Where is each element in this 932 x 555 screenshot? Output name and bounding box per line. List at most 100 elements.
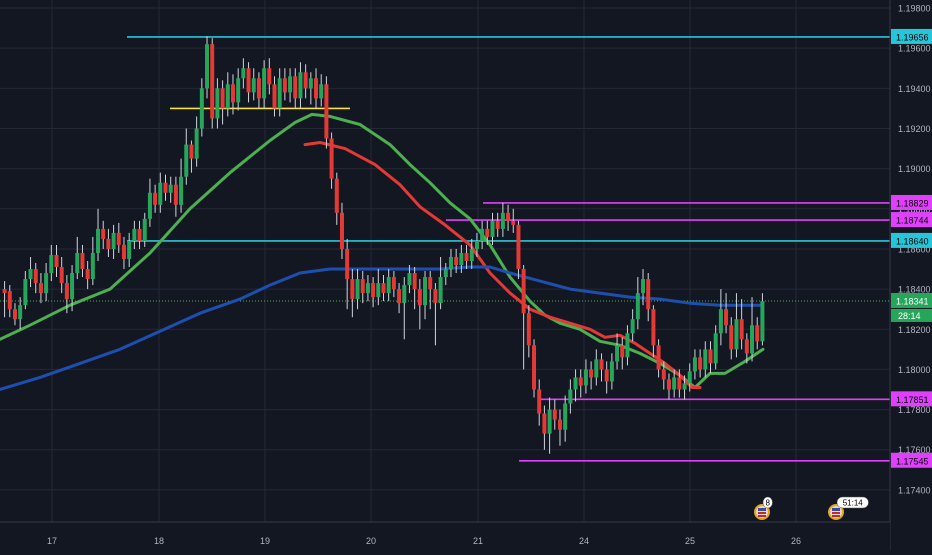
candle-body[interactable] [604, 369, 609, 382]
candle-body[interactable] [220, 88, 225, 109]
candle-body[interactable] [568, 389, 573, 404]
candle-body[interactable] [641, 279, 646, 294]
candle-body[interactable] [96, 228, 101, 253]
candle-body[interactable] [630, 319, 635, 334]
candle-body[interactable] [334, 178, 339, 213]
candle-body[interactable] [38, 283, 43, 294]
candle-body[interactable] [194, 128, 199, 159]
candle-body[interactable] [724, 309, 729, 326]
candle-body[interactable] [635, 293, 640, 320]
candle-body[interactable] [132, 228, 137, 241]
candle-body[interactable] [54, 254, 59, 268]
candle-body[interactable] [127, 240, 132, 259]
candle-body[interactable] [407, 273, 412, 286]
candle-body[interactable] [251, 78, 256, 93]
candle-body[interactable] [542, 413, 547, 434]
candle-body[interactable] [80, 252, 85, 270]
candle-body[interactable] [59, 267, 64, 284]
candle-body[interactable] [760, 301, 765, 342]
candle-body[interactable] [563, 403, 568, 430]
candle-body[interactable] [288, 76, 293, 93]
candle-body[interactable] [44, 273, 49, 294]
candle-body[interactable] [718, 309, 723, 334]
candle-body[interactable] [744, 339, 749, 354]
economic-event-marker[interactable]: 8 [754, 496, 773, 520]
candle-body[interactable] [121, 244, 126, 259]
candle-body[interactable] [70, 273, 75, 300]
candle-body[interactable] [256, 78, 261, 99]
candle-body[interactable] [506, 212, 511, 221]
candle-body[interactable] [402, 285, 407, 304]
candle-body[interactable] [464, 252, 469, 261]
candle-body[interactable] [698, 357, 703, 370]
moving-average-line[interactable] [0, 265, 765, 391]
candle-body[interactable] [319, 84, 324, 99]
candle-body[interactable] [547, 409, 552, 434]
candle-body[interactable] [490, 220, 495, 237]
candle-body[interactable] [677, 377, 682, 390]
candle-body[interactable] [537, 389, 542, 414]
candle-body[interactable] [703, 349, 708, 370]
candle-body[interactable] [495, 220, 500, 229]
candle-body[interactable] [241, 68, 246, 79]
candle-body[interactable] [412, 273, 417, 290]
candle-body[interactable] [682, 383, 687, 390]
candle-body[interactable] [210, 44, 215, 119]
candle-body[interactable] [594, 359, 599, 378]
candle-body[interactable] [371, 283, 376, 298]
candle-body[interactable] [33, 269, 38, 284]
candle-body[interactable] [18, 305, 23, 320]
candle-body[interactable] [469, 248, 474, 261]
candle-body[interactable] [583, 369, 588, 386]
candle-body[interactable] [620, 345, 625, 358]
candle-body[interactable] [246, 68, 251, 93]
candle-body[interactable] [557, 419, 562, 430]
candle-body[interactable] [589, 369, 594, 378]
candle-body[interactable] [433, 289, 438, 304]
candle-body[interactable] [734, 319, 739, 350]
candle-body[interactable] [111, 232, 116, 249]
candle-body[interactable] [750, 325, 755, 354]
candle-body[interactable] [215, 88, 220, 119]
candle-body[interactable] [500, 212, 505, 229]
economic-event-marker[interactable]: 51:14 [828, 496, 869, 520]
candle-body[interactable] [236, 78, 241, 103]
candle-body[interactable] [480, 228, 485, 241]
candle-body[interactable] [298, 72, 303, 99]
candle-body[interactable] [7, 291, 12, 310]
candle-body[interactable] [314, 78, 319, 99]
candle-body[interactable] [651, 309, 656, 346]
candle-body[interactable] [666, 379, 671, 390]
candle-body[interactable] [324, 84, 329, 139]
candle-body[interactable] [454, 256, 459, 266]
candle-body[interactable] [267, 68, 272, 85]
candle-body[interactable] [147, 192, 152, 219]
candle-body[interactable] [90, 252, 95, 280]
candle-body[interactable] [262, 68, 267, 99]
candle-body[interactable] [272, 84, 277, 109]
candle-body[interactable] [516, 224, 521, 270]
candle-body[interactable] [692, 357, 697, 372]
candle-body[interactable] [303, 72, 308, 89]
candle-body[interactable] [345, 248, 350, 280]
candle-body[interactable] [443, 269, 448, 278]
candle-body[interactable] [12, 309, 17, 320]
candle-body[interactable] [184, 144, 189, 177]
candle-body[interactable] [293, 76, 298, 99]
candle-body[interactable] [474, 240, 479, 249]
candle-body[interactable] [106, 238, 111, 249]
candle-body[interactable] [168, 184, 173, 193]
candle-body[interactable] [308, 78, 313, 89]
candle-body[interactable] [179, 176, 184, 205]
candle-body[interactable] [85, 269, 90, 280]
candle-body[interactable] [49, 254, 54, 274]
candle-body[interactable] [158, 182, 163, 205]
candle-body[interactable] [532, 345, 537, 390]
candle-body[interactable] [339, 212, 344, 249]
candle-body[interactable] [552, 409, 557, 420]
candle-body[interactable] [173, 184, 178, 205]
candle-body[interactable] [189, 144, 194, 159]
candle-body[interactable] [355, 279, 360, 300]
candle-body[interactable] [615, 345, 620, 362]
candle-body[interactable] [391, 277, 396, 290]
